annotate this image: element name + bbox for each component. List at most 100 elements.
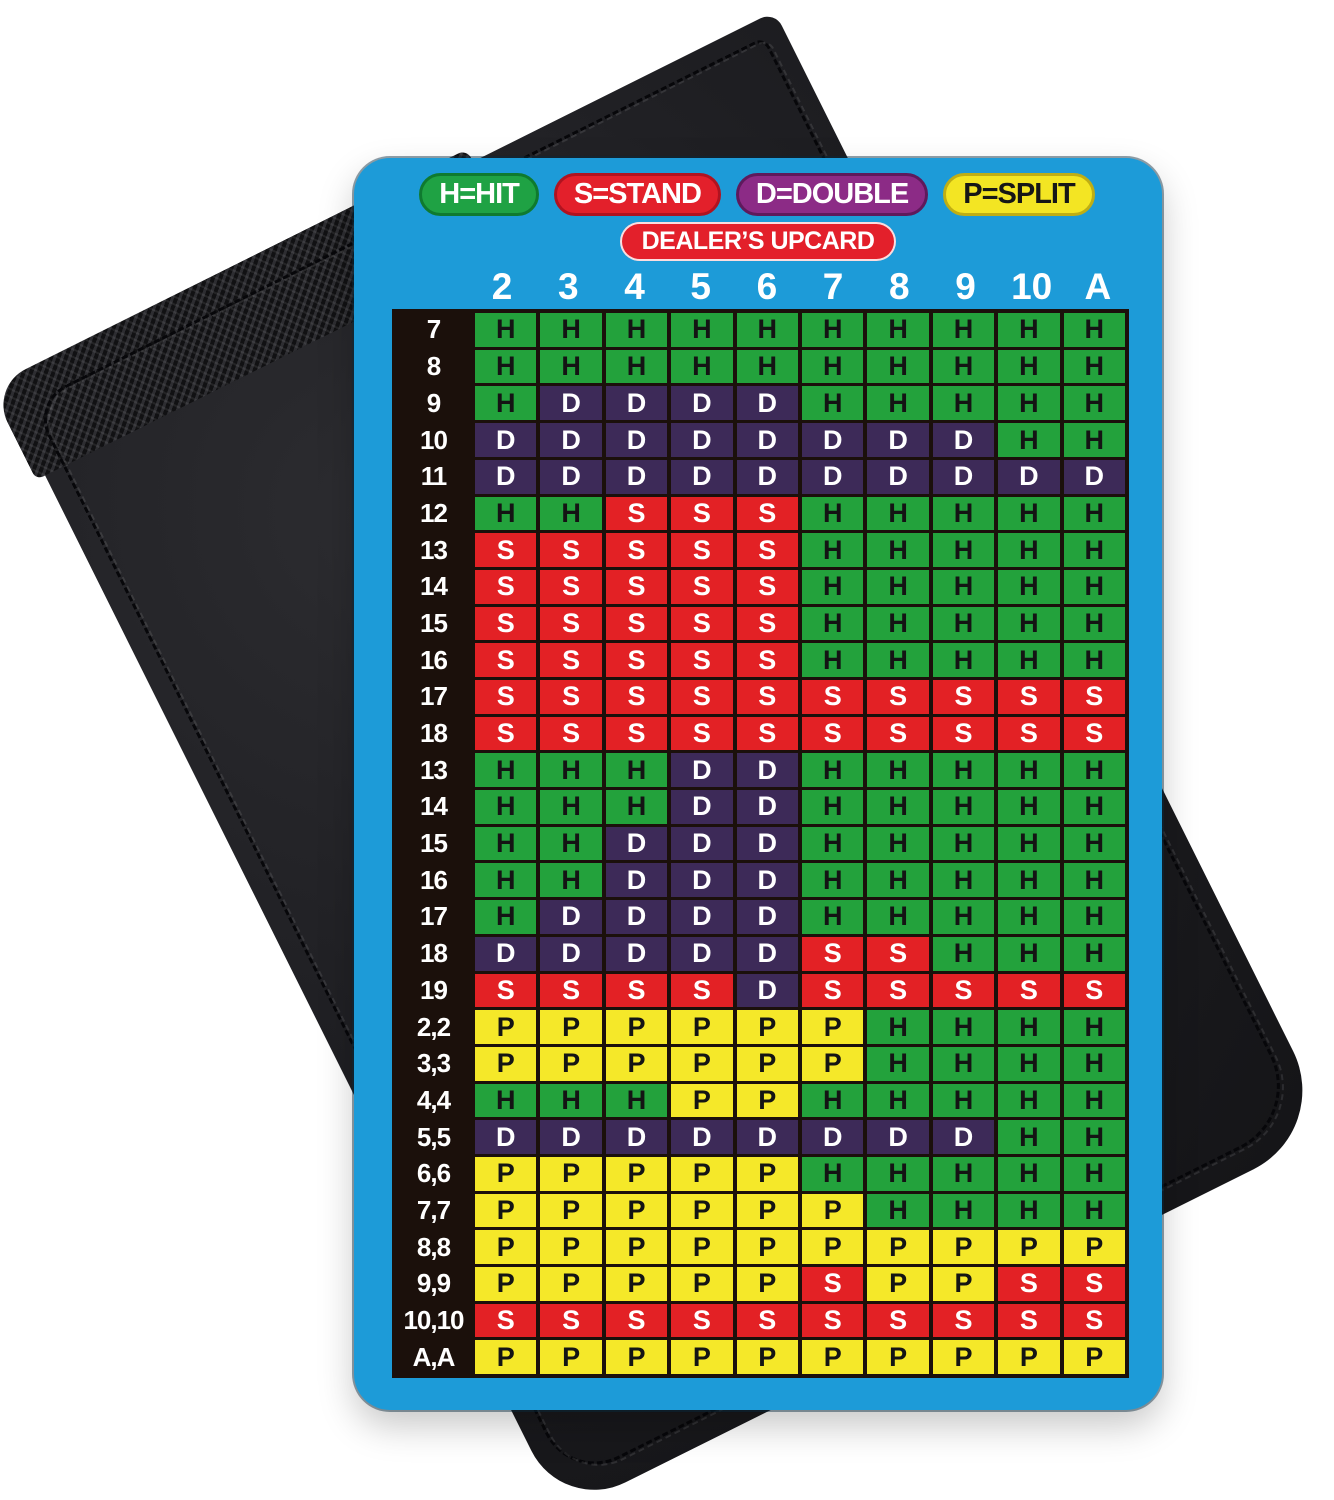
cell-13-vs-9: H: [932, 753, 995, 788]
cell-16-vs-3: H: [540, 863, 602, 898]
cell-4,4-vs-A: H: [1063, 1083, 1125, 1118]
cell-8-vs-2: H: [475, 349, 537, 384]
cell-19-vs-5: S: [671, 973, 733, 1008]
row-label-12: 12: [420, 497, 448, 528]
cell-17-vs-3: S: [540, 679, 602, 714]
cell-9,9-vs-10: S: [998, 1267, 1060, 1301]
cell-7-vs-5: H: [671, 313, 733, 347]
cell-17-vs-10: S: [998, 679, 1060, 714]
cell-3,3-vs-10: H: [998, 1046, 1060, 1081]
cell-14-vs-A: H: [1063, 569, 1125, 604]
cell-10,10-vs-6: S: [736, 1303, 798, 1338]
cell-16-vs-10: H: [998, 643, 1060, 677]
cell-15-vs-6: D: [736, 826, 798, 861]
cell-11-vs-3: D: [540, 459, 602, 494]
cell-11-vs-10: D: [998, 459, 1060, 494]
cell-17-vs-5: D: [671, 900, 733, 934]
cell-15-vs-10: H: [998, 606, 1060, 641]
cell-4,4-vs-5: P: [671, 1083, 733, 1118]
cell-A,A-vs-6: P: [736, 1340, 798, 1375]
cell-2,2-vs-10: H: [998, 1010, 1060, 1044]
cell-14-vs-9: H: [932, 790, 995, 824]
cell-16-vs-7: H: [802, 863, 864, 898]
cell-17-vs-4: D: [605, 900, 668, 934]
cell-18-vs-9: H: [932, 936, 995, 971]
cell-8,8-vs-7: P: [802, 1230, 864, 1265]
cell-6,6-vs-7: H: [802, 1156, 864, 1191]
row-label-7,7: 7,7: [416, 1194, 451, 1225]
cell-9,9-vs-2: P: [475, 1267, 537, 1301]
cell-14-vs-8: H: [867, 790, 929, 824]
cell-18-vs-2: D: [475, 936, 537, 971]
cell-14-vs-A: H: [1063, 790, 1125, 824]
cell-19-vs-3: S: [540, 973, 602, 1008]
cell-7-vs-4: H: [605, 313, 668, 347]
cell-A,A-vs-3: P: [540, 1340, 602, 1375]
cell-6,6-vs-3: P: [540, 1156, 602, 1191]
cell-13-vs-10: H: [998, 753, 1060, 788]
cell-10-vs-10: H: [998, 423, 1060, 457]
cell-8-vs-3: H: [540, 349, 602, 384]
cell-11-vs-7: D: [802, 459, 864, 494]
cell-7,7-vs-4: P: [605, 1193, 668, 1228]
cell-16-vs-7: H: [802, 643, 864, 677]
column-header-7: 7: [822, 265, 844, 307]
row-label-16: 16: [420, 864, 448, 895]
cell-16-vs-6: D: [736, 863, 798, 898]
cell-19-vs-6: D: [736, 973, 798, 1008]
cell-A,A-vs-10: P: [998, 1340, 1060, 1375]
dealer-upcard-columns: 2 3 4 5 6 7 8 9 10 A: [392, 266, 1129, 306]
cell-10-vs-9: D: [932, 423, 995, 457]
cell-12-vs-8: H: [867, 496, 929, 531]
cell-6,6-vs-10: H: [998, 1156, 1060, 1191]
cell-11-vs-5: D: [671, 459, 733, 494]
cell-7-vs-2: H: [475, 313, 537, 347]
row-label-17: 17: [420, 681, 448, 712]
cell-5,5-vs-5: D: [671, 1120, 733, 1154]
cell-8,8-vs-10: P: [998, 1230, 1060, 1265]
cell-5,5-vs-2: D: [475, 1120, 537, 1154]
cell-7,7-vs-2: P: [475, 1193, 537, 1228]
cell-5,5-vs-4: D: [605, 1120, 668, 1154]
cell-3,3-vs-2: P: [475, 1046, 537, 1081]
cell-2,2-vs-9: H: [932, 1010, 995, 1044]
row-label-18: 18: [420, 718, 448, 749]
cell-7,7-vs-5: P: [671, 1193, 733, 1228]
cell-8-vs-A: H: [1063, 349, 1125, 384]
row-label-8: 8: [426, 351, 441, 382]
row-label-A,A: A,A: [412, 1341, 456, 1372]
cell-9-vs-4: D: [605, 386, 668, 421]
cell-9-vs-6: D: [736, 386, 798, 421]
cell-18-vs-5: D: [671, 936, 733, 971]
cell-13-vs-2: S: [475, 533, 537, 567]
cell-7,7-vs-6: P: [736, 1193, 798, 1228]
cell-6,6-vs-5: P: [671, 1156, 733, 1191]
cell-10,10-vs-3: S: [540, 1303, 602, 1338]
row-label-2,2: 2,2: [416, 1011, 451, 1042]
cell-8-vs-9: H: [932, 349, 995, 384]
cell-4,4-vs-8: H: [867, 1083, 929, 1118]
cell-16-vs-3: S: [540, 643, 602, 677]
cell-18-vs-4: S: [605, 716, 668, 751]
row-label-14: 14: [420, 791, 448, 822]
cell-13-vs-3: H: [540, 753, 602, 788]
cell-17-vs-5: S: [671, 679, 733, 714]
cell-18-vs-6: S: [736, 716, 798, 751]
cell-18-vs-7: S: [802, 716, 864, 751]
cell-17-vs-2: S: [475, 679, 537, 714]
cell-17-vs-A: H: [1063, 900, 1125, 934]
cell-10,10-vs-7: S: [802, 1303, 864, 1338]
action-legend: H=HIT S=STAND D=DOUBLE P=SPLIT: [388, 173, 1126, 217]
legend-pill-split: P=SPLIT: [943, 173, 1095, 217]
cell-13-vs-A: H: [1063, 533, 1125, 567]
cell-8,8-vs-8: P: [867, 1230, 929, 1265]
cell-15-vs-4: S: [605, 606, 668, 641]
cell-5,5-vs-8: D: [867, 1120, 929, 1154]
cell-16-vs-8: H: [867, 863, 929, 898]
cell-7-vs-10: H: [998, 313, 1060, 347]
column-header-8: 8: [889, 265, 910, 307]
cell-17-vs-6: D: [736, 900, 798, 934]
cell-11-vs-2: D: [475, 459, 537, 494]
cell-A,A-vs-9: P: [932, 1340, 995, 1375]
cell-9-vs-A: H: [1063, 386, 1125, 421]
